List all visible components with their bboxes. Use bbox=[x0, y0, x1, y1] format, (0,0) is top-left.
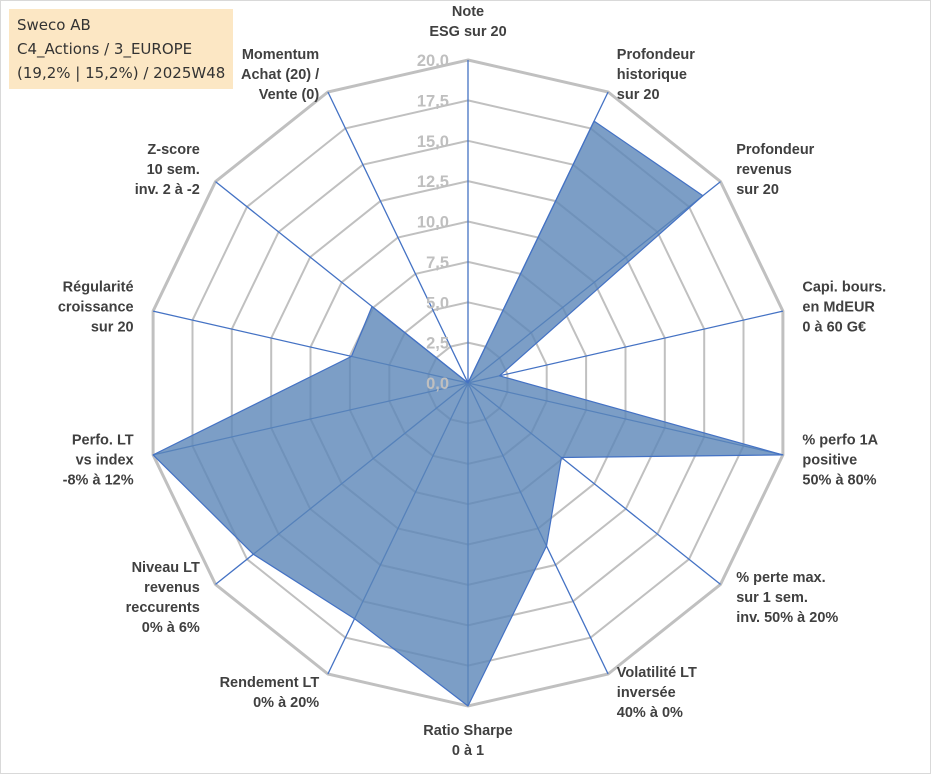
axis-label-3: Profondeur revenus sur 20 bbox=[736, 142, 814, 198]
tick-label: 10,0 bbox=[417, 214, 449, 232]
series-layer bbox=[152, 120, 784, 707]
axis-spoke-14 bbox=[327, 91, 469, 384]
tick-label: 17,5 bbox=[417, 92, 449, 110]
axis-label-4: Capi. bours. en MdEUR 0 à 60 G€ bbox=[802, 280, 886, 336]
axis-label-1: Note ESG sur 20 bbox=[429, 4, 506, 40]
tick-label: 2,5 bbox=[426, 335, 449, 353]
tick-label-layer: 0,0 2,5 5,0 7,5 10,0 12,5 15,0 17,5 20,0 bbox=[417, 52, 449, 393]
axis-label-14: Momentum Achat (20) / Vente (0) bbox=[241, 47, 319, 103]
axis-label-13: Z-score 10 sem. inv. 2 à -2 bbox=[135, 142, 200, 198]
series-area bbox=[152, 120, 784, 707]
tick-label: 7,5 bbox=[426, 254, 449, 272]
axis-label-11: Perfo. LT vs index -8% à 12% bbox=[63, 432, 134, 488]
info-category: C4_Actions / 3_EUROPE bbox=[17, 40, 193, 58]
info-title: Sweco AB bbox=[17, 16, 91, 34]
tick-label: 15,0 bbox=[417, 133, 449, 151]
axis-label-5: % perfo 1A positive 50% à 80% bbox=[802, 432, 878, 488]
axis-spoke-4 bbox=[467, 310, 784, 384]
axis-label-9: Rendement LT 0% à 20% bbox=[220, 675, 320, 711]
axis-label-7: Volatilité LT inversée 40% à 0% bbox=[617, 665, 697, 721]
axis-label-layer: Note ESG sur 20 Profondeur historique sur 20… bbox=[58, 4, 886, 759]
tick-label: 12,5 bbox=[417, 173, 449, 191]
axis-label-10: Niveau LT revenus reccurents 0% à 6% bbox=[126, 560, 200, 636]
tick-label: 20,0 bbox=[417, 52, 449, 70]
tick-label: 0,0 bbox=[426, 375, 449, 393]
info-box: Sweco AB C4_Actions / 3_EUROPE (19,2% | … bbox=[9, 9, 233, 89]
info-stats: (19,2% | 15,2%) / 2025W48 bbox=[17, 64, 226, 82]
tick-label: 5,0 bbox=[426, 294, 449, 312]
axis-label-8: Ratio Sharpe 0 à 1 bbox=[423, 723, 512, 759]
axis-label-12: Régularité croissance sur 20 bbox=[58, 280, 134, 336]
axis-label-6: % perte max. sur 1 sem. inv. 50% à 20% bbox=[736, 570, 838, 626]
axis-label-2: Profondeur historique sur 20 bbox=[617, 47, 695, 103]
